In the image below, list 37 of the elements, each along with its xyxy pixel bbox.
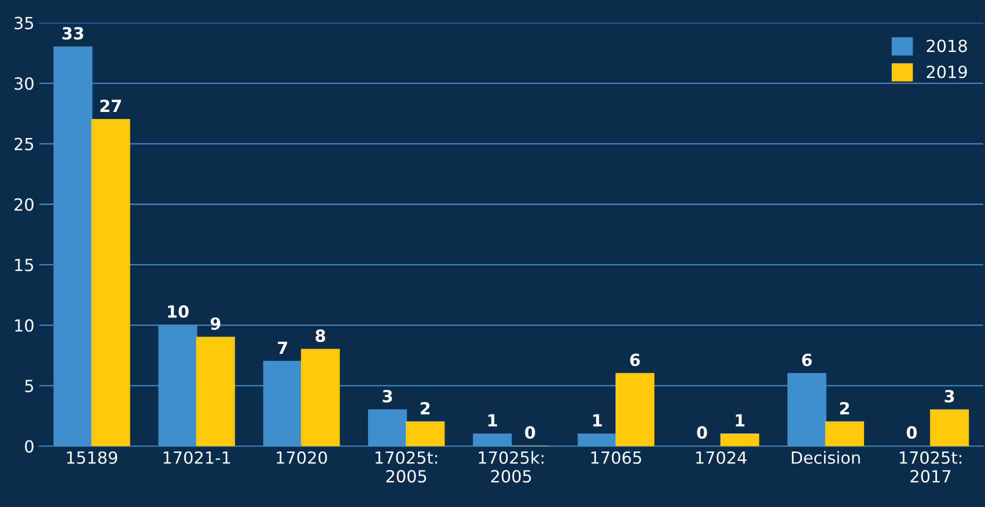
data-label: 33 [62, 27, 84, 40]
data-label: 6 [802, 354, 812, 366]
data-label: 2 [420, 402, 430, 414]
y-tick-label: 30 [14, 77, 34, 90]
data-label: 0 [906, 426, 917, 439]
y-tick-label: 10 [15, 319, 34, 332]
y-tick-label: 20 [14, 198, 34, 211]
data-label: 6 [630, 354, 640, 366]
data-label: 27 [100, 100, 121, 112]
legend-label: 2019 [926, 66, 967, 78]
x-tick-label: 17025t: 2005 [376, 451, 438, 483]
data-label: 1 [488, 414, 497, 426]
x-tick-label: 17025k: 2005 [478, 451, 544, 483]
x-tick-label: 15189 [67, 451, 118, 464]
data-label: 2 [840, 402, 849, 414]
y-tick-label: 15 [15, 258, 34, 272]
data-label: 1 [736, 414, 744, 426]
x-tick-label: 17024 [696, 451, 746, 464]
x-tick-label: 17021-1 [164, 451, 230, 464]
data-label: 0 [525, 426, 536, 439]
data-label: 3 [944, 390, 954, 402]
x-tick-label: 17025t: 2017 [900, 451, 962, 483]
data-label: 3 [382, 390, 392, 402]
y-tick-label: 5 [25, 380, 34, 392]
data-label: 9 [210, 317, 220, 330]
data-label: 8 [316, 329, 326, 342]
data-label: 0 [697, 426, 708, 439]
legend-label: 2018 [926, 40, 967, 52]
y-tick-label: 0 [25, 440, 34, 453]
data-label: 1 [593, 414, 602, 426]
x-tick-label: 17020 [276, 451, 327, 464]
y-tick-label: 35 [14, 16, 34, 30]
x-tick-label: 17065 [591, 451, 642, 464]
y-tick-label: 25 [14, 138, 34, 150]
data-label: 7 [278, 342, 288, 354]
data-label: 10 [168, 305, 189, 318]
x-tick-label: Decision [792, 451, 860, 464]
